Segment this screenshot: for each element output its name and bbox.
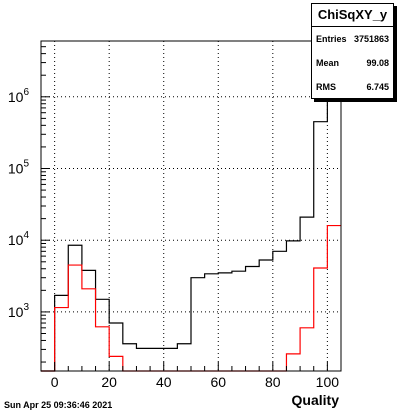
stats-row-rms: RMS 6.745	[312, 75, 393, 99]
stats-row-entries: Entries 3751863	[312, 27, 393, 51]
stats-row-mean: Mean 99.08	[312, 51, 393, 75]
x-tick-label: 60	[210, 374, 226, 390]
stats-mean-value: 99.08	[366, 58, 389, 68]
x-axis-title: Quality	[292, 392, 340, 408]
stats-box: ChiSqXY_y Entries 3751863 Mean 99.08 RMS…	[311, 3, 394, 99]
stats-title: ChiSqXY_y	[312, 4, 393, 27]
stats-rms-value: 6.745	[366, 82, 389, 92]
histogram-series-0	[41, 43, 341, 372]
stats-mean-label: Mean	[316, 58, 340, 68]
x-tick-label: 20	[101, 374, 117, 390]
x-tick-label: 0	[51, 374, 59, 390]
stats-entries-label: Entries	[316, 34, 347, 44]
y-tick-label: 103	[8, 302, 30, 320]
stats-rms-label: RMS	[316, 82, 336, 92]
y-tick-label: 106	[8, 87, 30, 105]
x-tick-label: 80	[265, 374, 281, 390]
y-tick-label: 104	[8, 230, 30, 248]
histogram-series-1	[41, 224, 341, 372]
x-tick-label: 100	[316, 374, 340, 390]
y-tick-label: 105	[8, 159, 30, 177]
x-tick-label: 40	[156, 374, 172, 390]
timestamp-footer: Sun Apr 25 09:36:46 2021	[4, 400, 113, 410]
stats-entries-value: 3751863	[353, 34, 389, 44]
